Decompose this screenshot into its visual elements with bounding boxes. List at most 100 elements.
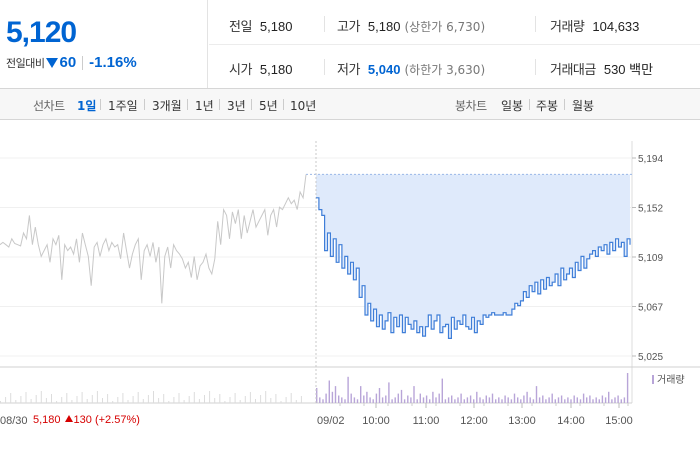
- volume-bar: [394, 397, 396, 403]
- volume-bar: [425, 395, 428, 403]
- volume-bar-prev: [40, 391, 42, 403]
- change-label: 전일대비: [6, 56, 45, 70]
- volume-bar: [611, 399, 613, 404]
- tab-1-week[interactable]: 1주일: [108, 99, 138, 113]
- volume-bar-prev: [188, 396, 190, 403]
- volume-bar: [485, 395, 487, 403]
- volume-bar-prev: [229, 397, 231, 403]
- tab-monthly-candle[interactable]: 월봉: [572, 99, 595, 113]
- volume-bar: [582, 393, 585, 403]
- tab-5-years[interactable]: 5년: [259, 99, 278, 113]
- volume-bar: [356, 399, 359, 404]
- volume-bar: [363, 395, 365, 403]
- x-tick-label: 15:00: [605, 415, 633, 427]
- y-tick-label: 5,152: [638, 204, 663, 215]
- y-tick-label: 5,109: [638, 253, 663, 264]
- divider: [529, 99, 530, 110]
- volume-bar: [557, 397, 560, 403]
- volume-bar: [375, 393, 378, 403]
- stat-value: 530 백만: [603, 62, 654, 77]
- stat-label: 시가: [229, 63, 252, 78]
- today-price-line: [316, 197, 631, 339]
- tab-1-year[interactable]: 1년: [195, 99, 214, 113]
- volume-bar: [601, 395, 604, 403]
- volume-bar: [407, 395, 409, 403]
- volume-bar: [432, 391, 434, 404]
- x-tick-label: 14:00: [557, 415, 585, 427]
- volume-bar: [623, 397, 626, 403]
- tab-1-day[interactable]: 1일: [77, 99, 97, 113]
- volume-bar-prev: [153, 391, 154, 403]
- volume-bar-prev: [239, 400, 241, 403]
- stat-sub: (상한가 6,730): [404, 20, 486, 34]
- volume-bar-prev: [20, 396, 22, 403]
- volume-bar: [510, 399, 513, 404]
- volume-bar-prev: [249, 392, 251, 403]
- volume-bar: [542, 395, 544, 403]
- prev-session-summary: 5,180 130 (+2.57%): [33, 414, 140, 426]
- volume-bar: [564, 399, 566, 404]
- volume-bar-prev: [96, 391, 98, 403]
- volume-bar: [463, 399, 465, 404]
- volume-bar: [626, 373, 629, 403]
- volume-bar-prev: [71, 400, 73, 403]
- volume-legend-swatch: [652, 375, 654, 384]
- volume-bar: [479, 397, 481, 403]
- volume-bar-prev: [290, 393, 292, 403]
- tab-3-years[interactable]: 3년: [227, 99, 246, 113]
- volume-bar-prev: [295, 400, 297, 403]
- volume-bar-prev: [76, 396, 78, 403]
- divider: [324, 16, 325, 32]
- volume-bar-prev: [25, 392, 27, 403]
- tab-weekly-candle[interactable]: 주봉: [536, 99, 559, 113]
- stat-value: 5,040: [367, 62, 401, 77]
- change-percent: -1.16%: [89, 54, 137, 71]
- volume-bar: [570, 399, 572, 404]
- volume-bar-prev: [142, 399, 144, 403]
- tab-10-years[interactable]: 10년: [290, 99, 317, 113]
- stat-label: 고가: [337, 20, 360, 35]
- volume-bar: [579, 399, 582, 404]
- volume-bar: [586, 397, 588, 403]
- y-tick-label: 5,025: [638, 352, 663, 363]
- y-tick-label: 5,067: [638, 303, 663, 314]
- x-axis-ticks: 10:00 11:00 12:00 13:00 14:00 15:00: [339, 403, 633, 427]
- volume-bar: [488, 397, 491, 403]
- volume-bar: [482, 399, 484, 404]
- volume-bar-prev: [214, 398, 216, 403]
- volume-bar: [413, 386, 415, 403]
- volume-bar: [381, 397, 384, 403]
- volume-bar-prev: [163, 394, 165, 403]
- volume-bar: [604, 397, 607, 403]
- volume-bar: [385, 395, 387, 403]
- tab-daily-candle[interactable]: 일봉: [501, 99, 524, 113]
- volume-bar: [350, 393, 352, 403]
- volume-bar-prev: [91, 395, 93, 403]
- intraday-chart: 5,194 5,152 5,109 5,067 5,025 10:00 11:00 12:0…: [0, 121, 700, 450]
- volume-bar-prev: [30, 399, 32, 403]
- volume-bar-prev: [178, 393, 180, 403]
- volume-bar-prev: [224, 401, 226, 403]
- up-triangle-icon: [64, 415, 73, 422]
- volume-bar-prev: [127, 400, 129, 403]
- stat-label: 저가: [337, 63, 360, 78]
- volume-bar: [469, 395, 472, 403]
- volume-bar: [592, 399, 594, 404]
- volume-bar-prev: [66, 393, 68, 403]
- volume-bar: [598, 399, 600, 404]
- volume-bar-prev: [219, 394, 221, 403]
- volume-bar: [338, 395, 340, 403]
- current-price: 5,120: [6, 16, 77, 49]
- tab-3-months[interactable]: 3개월: [152, 99, 182, 113]
- volume-bar-prev: [35, 395, 37, 403]
- volume-bar: [523, 395, 525, 403]
- chart-period-tabs: 선차트 1일 1주일 3개월 1년 3년 5년 10년 봉차트 일봉 주봉 월봉: [0, 89, 700, 120]
- volume-bar: [460, 393, 462, 403]
- volume-bar: [388, 382, 390, 403]
- volume-bar: [589, 395, 591, 403]
- volume-bar: [576, 397, 578, 403]
- volume-bar-prev: [117, 397, 119, 403]
- volume-bar: [608, 391, 610, 404]
- volume-bars: [0, 373, 629, 404]
- volume-bar-prev: [280, 401, 282, 403]
